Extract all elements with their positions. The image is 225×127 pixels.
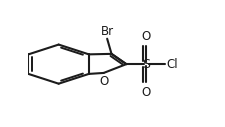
- Text: Br: Br: [101, 25, 114, 38]
- Text: S: S: [142, 58, 150, 71]
- Text: O: O: [99, 75, 108, 88]
- Text: O: O: [142, 30, 151, 43]
- Text: O: O: [142, 86, 151, 99]
- Text: Cl: Cl: [166, 58, 178, 71]
